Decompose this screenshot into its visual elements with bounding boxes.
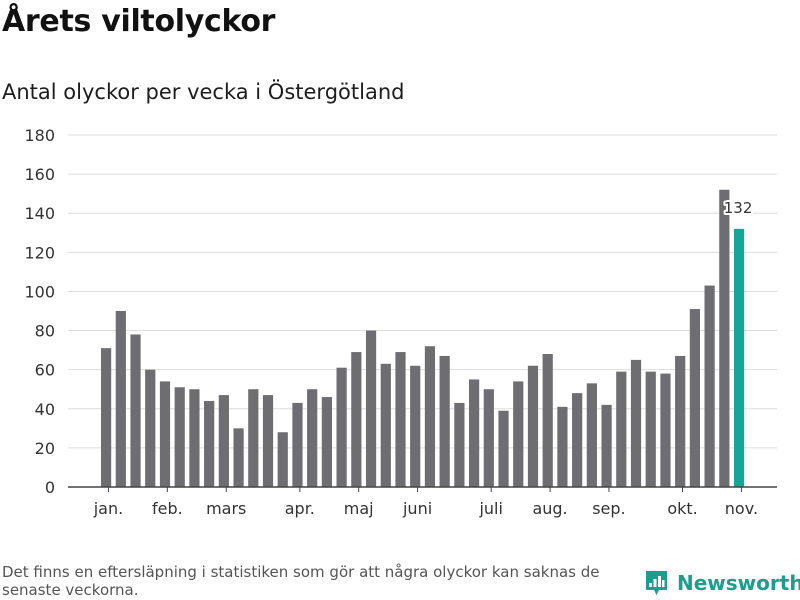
bar bbox=[145, 369, 156, 487]
x-tick-label: mars bbox=[206, 499, 246, 518]
y-tick-label: 100 bbox=[24, 282, 55, 301]
x-tick-label: sep. bbox=[592, 499, 625, 518]
bar bbox=[424, 346, 436, 487]
bar bbox=[675, 355, 686, 487]
bar bbox=[277, 432, 288, 487]
bar bbox=[630, 359, 642, 487]
bar bbox=[439, 355, 450, 487]
bar bbox=[115, 311, 126, 487]
x-tick-label: nov. bbox=[725, 499, 758, 518]
bar bbox=[645, 371, 656, 487]
bar bbox=[483, 389, 494, 487]
y-tick-label: 60 bbox=[35, 361, 55, 380]
bar bbox=[365, 330, 377, 487]
bar bbox=[233, 428, 244, 487]
y-tick-label: 180 bbox=[24, 126, 55, 145]
highlight-value-label: 132 bbox=[724, 199, 753, 217]
x-tick-label: juni bbox=[402, 499, 432, 518]
y-tick-label: 20 bbox=[35, 439, 55, 458]
footnote: Det finns en eftersläpning i statistiken… bbox=[2, 563, 600, 599]
x-axis-ticks: jan. feb. mars apr. maj juni juli aug. sep. okt. n… bbox=[93, 487, 758, 518]
newsworthy-logo-icon bbox=[646, 571, 667, 595]
y-tick-label: 0 bbox=[45, 478, 55, 497]
bar bbox=[513, 381, 524, 487]
x-tick-label: feb. bbox=[152, 499, 183, 518]
bar bbox=[218, 395, 229, 487]
bar bbox=[262, 395, 274, 487]
y-tick-label: 120 bbox=[24, 243, 55, 262]
bar bbox=[336, 367, 347, 487]
bar bbox=[307, 389, 318, 487]
bar bbox=[498, 410, 509, 487]
bar bbox=[572, 393, 583, 487]
bar bbox=[586, 383, 597, 487]
brand-name: Newsworthy bbox=[677, 571, 800, 595]
bar bbox=[159, 381, 171, 487]
bar bbox=[189, 389, 200, 487]
data-labels: 132 bbox=[722, 197, 755, 219]
x-tick-label: juli bbox=[478, 499, 502, 518]
bar bbox=[321, 397, 332, 487]
gridlines bbox=[68, 134, 777, 449]
x-tick-label: aug. bbox=[532, 499, 567, 518]
bar bbox=[616, 371, 627, 487]
bar bbox=[689, 309, 700, 487]
y-tick-label: 80 bbox=[35, 322, 55, 341]
x-tick-label: okt. bbox=[667, 499, 697, 518]
y-tick-label: 160 bbox=[24, 165, 55, 184]
x-tick-label: maj bbox=[344, 499, 374, 518]
bar bbox=[248, 389, 259, 487]
chart-subtitle: Antal olyckor per vecka i Östergötland bbox=[2, 80, 405, 104]
bar bbox=[351, 352, 362, 487]
bar bbox=[733, 228, 745, 487]
bars bbox=[101, 189, 745, 487]
y-axis-ticks: 0 20 40 60 80 100 120 140 160 180 bbox=[24, 126, 55, 497]
bar bbox=[292, 402, 303, 487]
bar bbox=[660, 373, 671, 487]
x-tick-label: jan. bbox=[93, 499, 123, 518]
brand-logo: Newsworthy bbox=[644, 568, 800, 598]
bar bbox=[557, 406, 568, 487]
bar bbox=[454, 402, 465, 487]
bar bbox=[719, 189, 730, 487]
bar bbox=[204, 400, 215, 487]
bar bbox=[130, 334, 141, 487]
bar bbox=[469, 379, 480, 487]
bar bbox=[704, 285, 715, 487]
bar bbox=[542, 354, 553, 487]
bar bbox=[410, 365, 421, 487]
bar-chart: 0 20 40 60 80 100 120 140 160 180 jan. feb. mars apr… bbox=[24, 126, 777, 518]
y-tick-label: 140 bbox=[24, 204, 55, 223]
bar bbox=[395, 352, 406, 487]
bar bbox=[101, 348, 112, 487]
bar bbox=[527, 365, 539, 487]
chart-title: Årets viltolyckor bbox=[2, 4, 276, 39]
bar bbox=[174, 387, 185, 487]
y-tick-label: 40 bbox=[35, 400, 55, 419]
bar bbox=[601, 404, 612, 487]
bar bbox=[380, 363, 391, 487]
x-tick-label: apr. bbox=[285, 499, 315, 518]
